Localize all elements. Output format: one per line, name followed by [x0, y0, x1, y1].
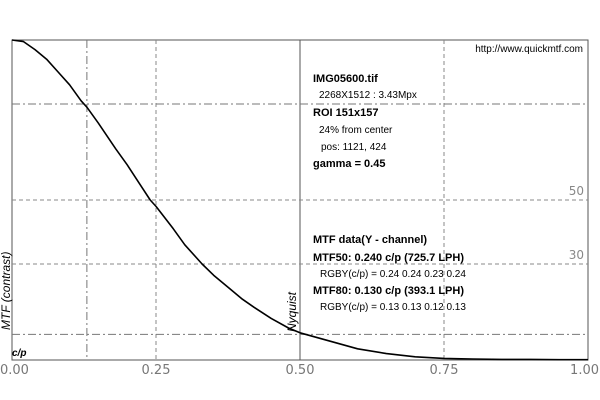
mtf-curve: [11, 39, 588, 361]
info-file: IMG05600.tif: [313, 73, 378, 85]
mtf80-line: MTF80: 0.130 c/p (393.1 LPH): [313, 285, 464, 297]
info-gamma: gamma = 0.45: [313, 158, 385, 170]
info-pos: pos: 1121, 424: [321, 142, 387, 153]
x-tick-label: 0.25: [142, 363, 171, 378]
x-tick-labels: 0.00 0.25 0.50 0.75 1.00: [0, 363, 599, 378]
mtf-header: MTF data(Y - channel): [313, 234, 427, 246]
url-label: http://www.quickmtf.com: [475, 44, 583, 55]
mtf50-line: MTF50: 0.240 c/p (725.7 LPH): [313, 252, 464, 264]
nyquist-label: Nyquist: [285, 291, 299, 332]
info-roi: ROI 151x157: [313, 107, 378, 119]
ref-label: 50: [569, 184, 584, 198]
rgby80-line: RGBY(c/p) = 0.13 0.13 0.12 0.13: [320, 302, 466, 313]
x-tick-label: 0.75: [430, 363, 459, 378]
x-axis-unit-label: c/p: [12, 348, 26, 359]
reference-lines: 50 30: [12, 40, 588, 360]
info-dims: 2268X1512 : 3.43Mpx: [319, 90, 417, 101]
rgby50-line: RGBY(c/p) = 0.24 0.24 0.23 0.24: [320, 269, 466, 280]
x-tick-label: 0.50: [286, 363, 315, 378]
y-axis-label: MTF (contrast): [0, 252, 13, 330]
info-from-center: 24% from center: [319, 125, 393, 136]
x-tick-label: 0.00: [0, 363, 29, 378]
mtf-curve-layer: [11, 39, 588, 361]
ref-label: 30: [569, 248, 584, 262]
x-tick-label: 1.00: [570, 363, 599, 378]
